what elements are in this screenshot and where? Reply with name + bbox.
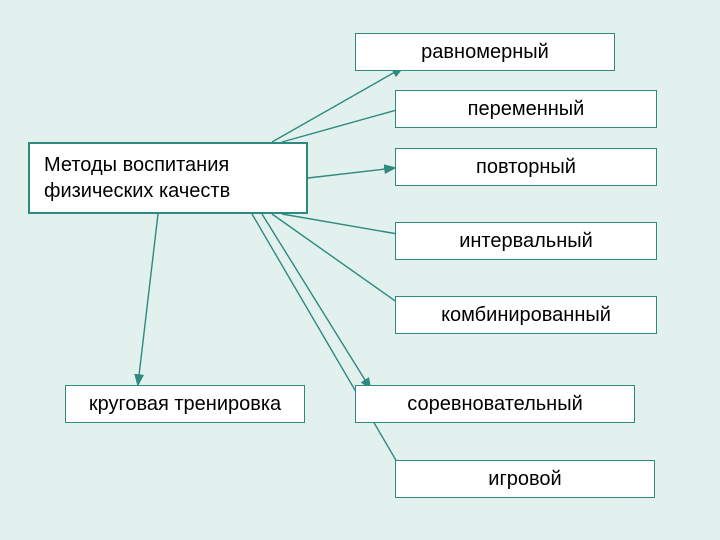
arrow <box>262 214 370 388</box>
arrow <box>252 214 404 474</box>
method-box-m6: соревновательный <box>355 385 635 423</box>
method-box-m4: интервальный <box>395 222 657 260</box>
extra-method-box: круговая тренировка <box>65 385 305 423</box>
method-box-m2: переменный <box>395 90 657 128</box>
arrow <box>308 168 394 178</box>
arrow <box>272 68 402 142</box>
central-concept-box: Методы воспитанияфизических качеств <box>28 142 308 214</box>
method-box-m5: комбинированный <box>395 296 657 334</box>
method-box-m3: повторный <box>395 148 657 186</box>
method-box-m1: равномерный <box>355 33 615 71</box>
arrows-layer <box>0 0 720 540</box>
arrow <box>272 214 408 310</box>
arrow <box>138 214 158 384</box>
method-box-m7: игровой <box>395 460 655 498</box>
